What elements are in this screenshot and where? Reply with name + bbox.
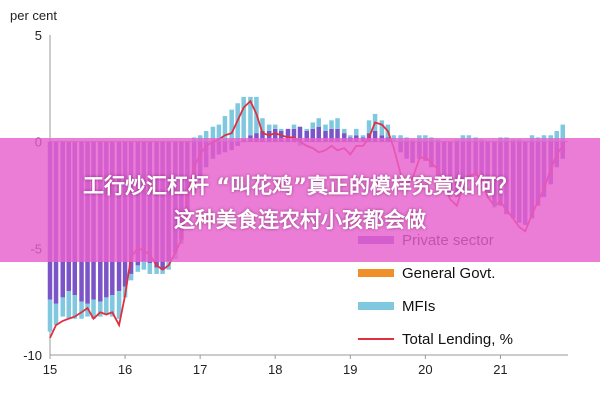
overlay-headline[interactable]: 工行炒汇杠杆 “叫花鸡”真正的模样究竟如何？ [83,174,517,198]
bar-mfis [98,301,103,317]
x-tick-label: 19 [343,362,357,377]
bar-private-sector [272,128,278,142]
bar-mfis [304,128,309,131]
overlay-banner[interactable] [0,138,600,262]
bar-private-sector [254,133,259,142]
bar-mfis [116,291,122,319]
bar-mfis [135,265,141,272]
bar-private-sector [260,131,265,142]
bar-mfis [335,118,340,129]
bar-private-sector [304,131,309,142]
bar-mfis [203,131,209,142]
y-tick-label: -10 [23,348,42,363]
bar-mfis [128,273,134,281]
legend-total-lending-label: Total Lending, % [402,331,513,348]
bar-mfis [560,124,565,142]
x-tick-label: 21 [493,362,507,377]
bar-mfis [216,124,222,142]
bar-mfis [47,299,53,332]
bar-mfis [278,128,284,131]
bar-mfis [348,135,353,138]
bar-mfis [360,135,366,138]
bar-mfis [147,263,153,274]
bar-mfis [79,301,84,319]
bar-mfis [323,124,328,131]
y-axis-label: per cent [10,8,57,23]
y-tick-label: 5 [35,28,42,43]
bar-mfis [60,297,66,317]
x-tick-label: 20 [418,362,432,377]
bar-mfis [235,103,240,142]
bar-mfis [154,267,159,274]
bar-mfis [85,303,90,317]
bar-mfis [210,126,216,142]
bar-mfis [366,120,372,134]
bar-mfis [260,118,265,131]
bar-mfis [66,291,72,319]
x-tick-label: 16 [118,362,132,377]
bar-mfis [379,120,385,136]
bar-mfis [272,124,278,129]
bar-private-sector [297,126,303,142]
bar-mfis [222,116,228,142]
bar-private-sector [266,131,272,142]
bar-mfis [342,128,347,134]
bar-private-sector [316,126,322,142]
bar-mfis [160,269,165,274]
bar-private-sector [310,128,316,142]
bar-mfis [291,124,297,129]
bar-mfis [229,109,234,142]
bar-mfis [91,299,96,319]
bar-mfis [266,124,272,131]
bar-mfis [248,96,253,136]
legend-general-govt-label: General Govt. [402,265,495,282]
bar-mfis [354,128,359,136]
bar-mfis [110,295,115,317]
bar-mfis [241,96,246,140]
bar-private-sector [291,128,297,142]
bar-mfis [554,131,559,142]
bar-private-sector [278,131,284,142]
x-tick-label: 15 [43,362,57,377]
bar-mfis [53,303,59,326]
bar-mfis [72,295,78,319]
bar-mfis [141,261,147,270]
bar-mfis [310,122,316,129]
bar-private-sector [285,128,291,142]
bar-private-sector [323,131,328,142]
overlay-subheadline[interactable]: 这种美食连农村小孩都会做 [174,208,426,232]
bar-private-sector [372,131,378,142]
x-tick-label: 17 [193,362,207,377]
legend-mfis-swatch [358,302,394,310]
bar-mfis [316,118,322,127]
bar-private-sector [342,133,347,142]
bar-private-sector [335,128,340,142]
x-tick-label: 18 [268,362,282,377]
legend-general-govt-swatch [358,269,394,277]
bar-mfis [329,120,334,129]
bar-private-sector [329,128,334,142]
legend-mfis-label: MFIs [402,298,435,315]
bar-mfis [104,297,109,315]
